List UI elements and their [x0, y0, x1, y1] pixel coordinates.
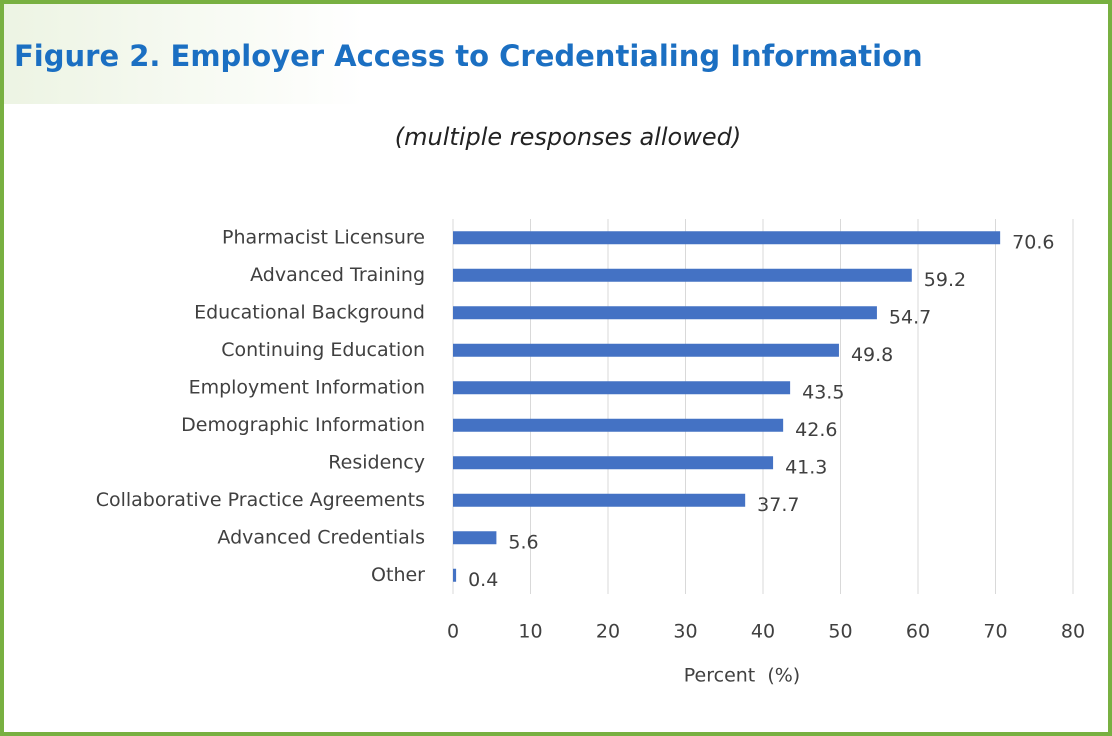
bar: [453, 418, 784, 432]
x-tick-label: 20: [596, 621, 620, 643]
y-tick-label: Pharmacist Licensure: [222, 226, 425, 248]
bar: [453, 306, 877, 320]
x-tick-label: 60: [906, 621, 930, 643]
y-tick-label: Employment Information: [189, 376, 425, 398]
bar: [453, 531, 497, 545]
x-tick-label: 10: [518, 621, 542, 643]
y-tick-label: Residency: [328, 451, 425, 473]
x-tick-label: 30: [673, 621, 697, 643]
bar: [453, 343, 839, 357]
value-label: 59.2: [924, 269, 966, 291]
value-label: 54.7: [889, 306, 931, 328]
x-axis-label: Percent (%): [684, 665, 800, 687]
value-label: 42.6: [795, 419, 837, 441]
x-tick-label: 40: [751, 621, 775, 643]
value-label: 41.3: [785, 456, 827, 478]
value-label: 0.4: [468, 569, 498, 591]
bar: [453, 493, 746, 507]
value-label: 70.6: [1012, 231, 1054, 253]
chart-subtitle: (multiple responses allowed): [395, 123, 741, 151]
bar: [453, 381, 791, 395]
y-tick-label: Advanced Credentials: [217, 526, 425, 548]
x-tick-label: 50: [828, 621, 852, 643]
y-tick-label: Continuing Education: [221, 339, 425, 361]
y-tick-label: Educational Background: [194, 301, 425, 323]
y-tick-label: Advanced Training: [250, 264, 425, 286]
bar: [453, 268, 912, 282]
chart-title: Figure 2. Employer Access to Credentiali…: [14, 39, 923, 73]
y-tick-label: Demographic Information: [181, 414, 425, 436]
bar: [453, 456, 774, 470]
value-label: 49.8: [851, 344, 893, 366]
y-tick-label: Collaborative Practice Agreements: [96, 489, 425, 511]
y-tick-label: Other: [371, 564, 425, 586]
value-label: 37.7: [757, 494, 799, 516]
x-tick-label: 80: [1061, 621, 1085, 643]
bar: [453, 231, 1001, 245]
header-decoration: [4, 4, 604, 104]
value-label: 5.6: [508, 531, 538, 553]
bar: [453, 568, 457, 582]
value-label: 43.5: [802, 381, 844, 403]
x-tick-label: 0: [447, 621, 459, 643]
x-tick-label: 70: [983, 621, 1007, 643]
